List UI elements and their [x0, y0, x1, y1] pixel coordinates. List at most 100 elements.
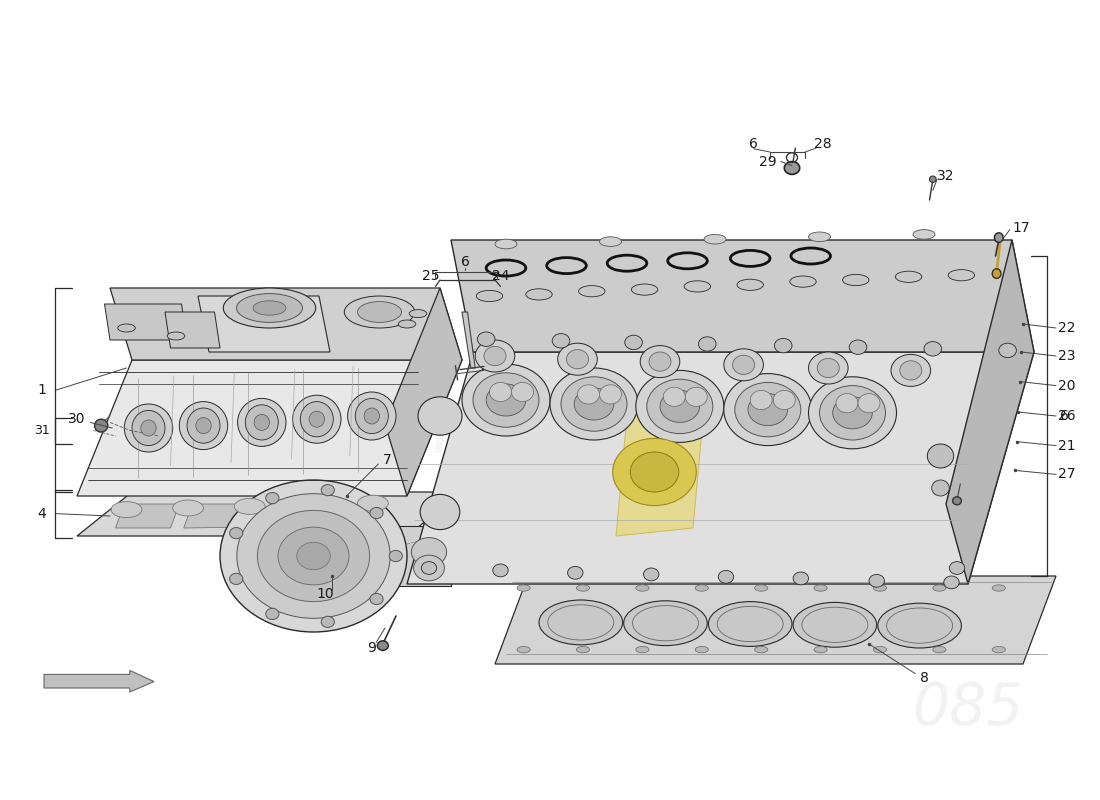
Polygon shape [378, 526, 451, 586]
Ellipse shape [409, 310, 427, 318]
Ellipse shape [814, 646, 827, 653]
Text: 9: 9 [367, 641, 376, 655]
Ellipse shape [949, 562, 965, 574]
Ellipse shape [755, 585, 768, 591]
Ellipse shape [836, 394, 858, 413]
Polygon shape [385, 288, 462, 496]
Ellipse shape [808, 352, 848, 384]
Polygon shape [77, 492, 462, 536]
Text: 21: 21 [1058, 438, 1076, 453]
Ellipse shape [600, 385, 621, 404]
Ellipse shape [578, 385, 600, 404]
Ellipse shape [630, 452, 679, 492]
Ellipse shape [843, 274, 869, 286]
Ellipse shape [512, 382, 534, 402]
Text: 32: 32 [937, 169, 955, 183]
Polygon shape [451, 240, 1034, 352]
Ellipse shape [793, 572, 808, 585]
Ellipse shape [370, 507, 383, 518]
Ellipse shape [718, 570, 734, 583]
Ellipse shape [814, 585, 827, 591]
Ellipse shape [579, 286, 605, 297]
Text: 17: 17 [1012, 221, 1030, 235]
Ellipse shape [358, 302, 402, 322]
Ellipse shape [118, 324, 135, 332]
Ellipse shape [550, 368, 638, 440]
Text: 7: 7 [383, 453, 392, 467]
Ellipse shape [625, 335, 642, 350]
Ellipse shape [568, 566, 583, 579]
Ellipse shape [321, 485, 334, 496]
Ellipse shape [624, 601, 707, 646]
Text: 23: 23 [1058, 349, 1076, 363]
Polygon shape [946, 240, 1034, 584]
Polygon shape [462, 312, 475, 368]
Ellipse shape [660, 390, 700, 422]
Ellipse shape [476, 290, 503, 302]
Ellipse shape [891, 354, 931, 386]
Polygon shape [184, 504, 248, 528]
Ellipse shape [647, 379, 713, 434]
Ellipse shape [358, 495, 388, 511]
Ellipse shape [924, 342, 942, 356]
Ellipse shape [495, 239, 517, 249]
Ellipse shape [167, 332, 185, 340]
Ellipse shape [173, 500, 204, 516]
Ellipse shape [695, 646, 708, 653]
Ellipse shape [421, 562, 437, 574]
Text: a passion for parts: a passion for parts [420, 498, 680, 526]
Ellipse shape [558, 343, 597, 375]
Ellipse shape [784, 162, 800, 174]
Ellipse shape [933, 646, 946, 653]
Ellipse shape [992, 269, 1001, 278]
Polygon shape [198, 296, 330, 352]
Text: eurospares: eurospares [337, 395, 763, 469]
Ellipse shape [999, 343, 1016, 358]
Polygon shape [77, 360, 462, 496]
Ellipse shape [613, 438, 696, 506]
Ellipse shape [685, 387, 707, 406]
Ellipse shape [234, 498, 265, 514]
Ellipse shape [411, 538, 447, 566]
Text: 10: 10 [317, 586, 334, 601]
Ellipse shape [475, 340, 515, 372]
Text: 28: 28 [814, 137, 832, 151]
Text: 26: 26 [1058, 409, 1076, 423]
Ellipse shape [750, 390, 772, 410]
Ellipse shape [684, 281, 711, 292]
Ellipse shape [236, 494, 390, 618]
Polygon shape [252, 504, 316, 528]
Ellipse shape [179, 402, 228, 450]
Text: 085: 085 [912, 679, 1024, 737]
Text: 30: 30 [68, 412, 86, 426]
Ellipse shape [300, 402, 333, 437]
Ellipse shape [733, 355, 755, 374]
Polygon shape [495, 576, 1056, 664]
Ellipse shape [576, 585, 590, 591]
Ellipse shape [230, 527, 243, 538]
Ellipse shape [644, 568, 659, 581]
Ellipse shape [266, 608, 279, 619]
Text: 27: 27 [1058, 467, 1076, 482]
Polygon shape [104, 304, 187, 340]
Ellipse shape [735, 382, 801, 437]
Ellipse shape [992, 646, 1005, 653]
Polygon shape [44, 670, 154, 692]
Text: 6: 6 [1060, 409, 1069, 423]
Ellipse shape [808, 232, 830, 242]
Text: 22: 22 [1058, 321, 1076, 335]
Ellipse shape [293, 395, 341, 443]
Ellipse shape [932, 480, 949, 496]
Text: 8: 8 [920, 671, 928, 686]
Ellipse shape [473, 373, 539, 427]
Ellipse shape [927, 444, 954, 468]
Ellipse shape [636, 585, 649, 591]
Ellipse shape [724, 349, 763, 381]
Ellipse shape [913, 230, 935, 239]
Ellipse shape [111, 502, 142, 518]
Ellipse shape [895, 271, 922, 282]
Ellipse shape [858, 394, 880, 413]
Ellipse shape [253, 301, 286, 315]
Ellipse shape [245, 405, 278, 440]
Ellipse shape [704, 234, 726, 244]
